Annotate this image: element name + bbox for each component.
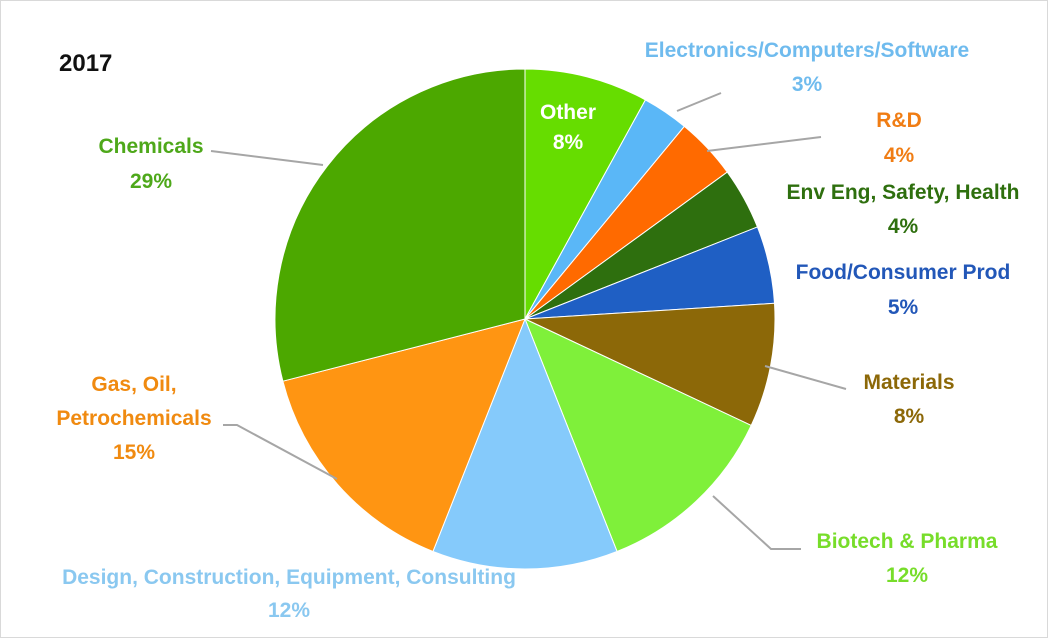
slice-name-label: Materials [863,371,954,394]
pie-slice-8 [432,317,618,570]
slice-percent-label: 8% [894,405,925,428]
leader-line-9 [223,424,338,480]
leader-line-2 [676,92,722,112]
leader-line-7 [712,495,801,550]
slice-name-label: Chemicals [98,135,203,158]
slice-name-label: Petrochemicals [56,407,211,430]
pie-slice-9 [282,318,526,553]
pie-slice-6 [524,302,776,427]
slice-name-label: R&D [876,109,922,132]
slice-percent-label: 12% [268,599,310,622]
slice-percent-label: 3% [792,73,823,96]
pie-slices [274,68,776,570]
slice-percent-label: 8% [553,131,584,154]
slice-labels: Other 8% Electronics/Computers/Software 3% R… [56,39,1019,622]
slice-name-label: Biotech & Pharma [817,530,998,553]
leader-line-10 [210,150,324,166]
leader-line-3 [706,136,822,152]
slice-percent-label: 5% [888,296,919,319]
slice-percent-label: 29% [130,170,172,193]
slice-name-label: Design, Construction, Equipment, Consult… [62,566,516,589]
chart-title: 2017 [59,50,112,77]
leader-lines [210,92,847,550]
slice-name-label: Env Eng, Safety, Health [787,181,1020,204]
pie-slice-10 [274,68,526,382]
pie-slice-7 [524,318,752,553]
slice-percent-label: 12% [886,564,928,587]
slice-name-label: Other [540,101,596,124]
slice-percent-label: 4% [884,144,915,167]
slice-name-label: Gas, Oil, [91,373,176,396]
pie-slice-1 [524,68,647,320]
slice-percent-label: 4% [888,215,919,238]
slice-name-label: Electronics/Computers/Software [645,39,969,62]
slice-percent-label: 15% [113,441,155,464]
slice-name-label: Food/Consumer Prod [796,261,1011,284]
leader-line-6 [764,365,847,390]
